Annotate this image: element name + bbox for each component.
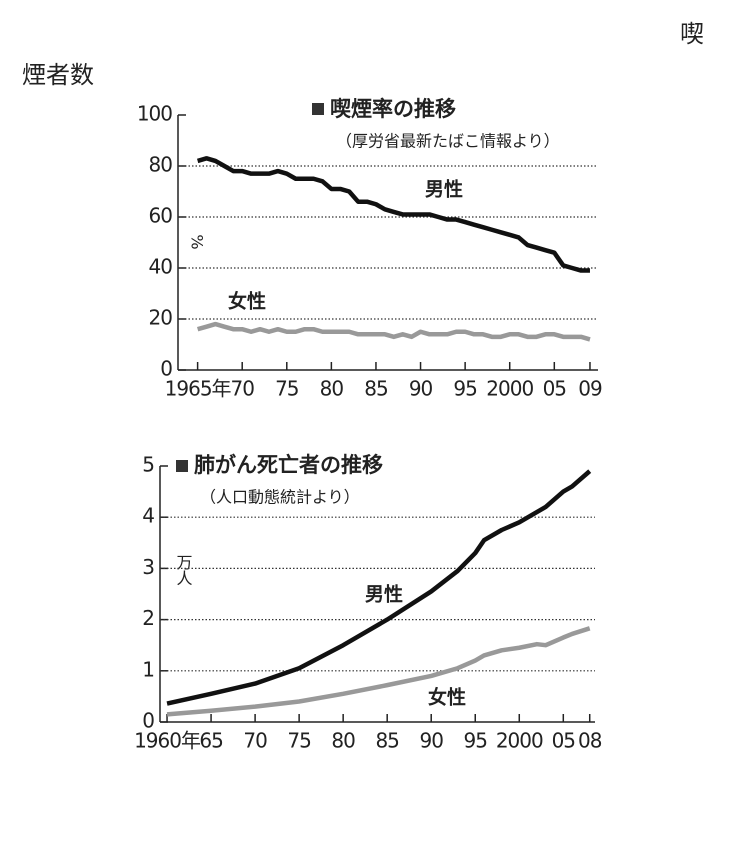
series-line <box>196 156 590 273</box>
x-tick-label: 1960年 <box>134 729 201 753</box>
y-tick-label: 0 <box>142 709 154 733</box>
y-tick-label: 100 <box>137 102 172 126</box>
y-tick-label: 2 <box>142 606 154 630</box>
x-tick-label: 09 <box>578 377 602 401</box>
series-label: 女性 <box>228 290 266 313</box>
y-tick-label: 20 <box>149 306 173 330</box>
header-text: 煙者数 <box>22 61 94 89</box>
y-tick-label: 40 <box>149 255 173 279</box>
y-tick-label: 60 <box>149 204 173 228</box>
x-tick-label: 90 <box>409 377 433 401</box>
y-tick-label: 0 <box>160 357 172 381</box>
x-tick-label: 65 <box>199 729 222 753</box>
title-icon <box>176 460 188 472</box>
x-tick-label: 2000 <box>496 729 543 753</box>
y-tick-label: 4 <box>142 504 154 528</box>
y-tick-label: 80 <box>149 153 173 177</box>
chart-title: 喫煙率の推移 <box>330 97 456 121</box>
x-tick-label: 95 <box>464 729 487 753</box>
series-line <box>196 321 591 342</box>
y-tick-label: 3 <box>142 555 154 579</box>
x-tick-label: 05 <box>543 377 566 401</box>
x-tick-label: 75 <box>287 729 310 753</box>
chart-title: 肺がん死亡者の推移 <box>194 453 383 477</box>
series-label: 男性 <box>365 583 403 606</box>
y-tick-label: 5 <box>142 453 154 477</box>
y-axis-label: 万人 <box>174 554 193 586</box>
series-label: 男性 <box>425 178 463 201</box>
chart-subtitle: （厚労省最新たばこ情報より） <box>336 132 560 151</box>
series-line <box>166 469 592 706</box>
x-tick-label: 05 <box>552 729 575 753</box>
x-tick-label: 2000 <box>486 377 533 401</box>
x-tick-label: 80 <box>331 729 355 753</box>
y-tick-label: 1 <box>142 657 154 681</box>
x-tick-label: 75 <box>275 377 298 401</box>
x-tick-label: 70 <box>230 377 254 401</box>
x-tick-label: 85 <box>375 729 398 753</box>
x-tick-label: 1965年 <box>165 377 232 401</box>
title-icon <box>312 103 324 115</box>
x-tick-label: 70 <box>243 729 267 753</box>
y-axis-label: % <box>188 234 207 249</box>
chart-subtitle: （人口動態統計より） <box>200 488 360 507</box>
series-label: 女性 <box>428 686 466 709</box>
x-tick-label: 95 <box>453 377 476 401</box>
x-tick-label: 90 <box>419 729 443 753</box>
header-text: 喫 <box>680 20 704 48</box>
x-tick-label: 85 <box>364 377 387 401</box>
series-line <box>166 626 591 717</box>
x-tick-label: 08 <box>578 729 602 753</box>
x-tick-label: 80 <box>320 377 344 401</box>
